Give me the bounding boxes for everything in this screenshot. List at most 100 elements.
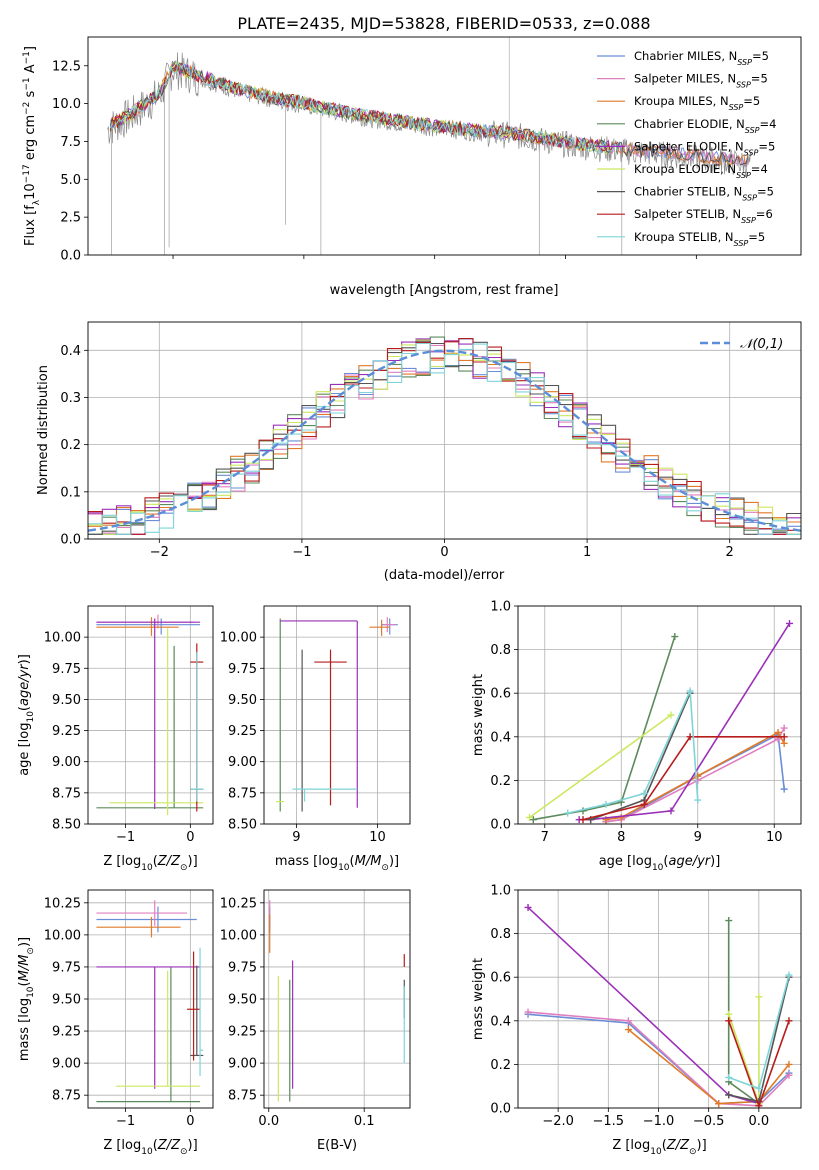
y-tick-label: 8.75: [52, 1089, 81, 1104]
spectrum-plot-area: [107, 37, 752, 255]
series-point: [667, 807, 675, 815]
y-axis-label: mass weight: [471, 958, 486, 1040]
y-tick-label: 9.75: [52, 662, 81, 677]
series-point: [524, 1008, 532, 1016]
y-tick-label: 9.25: [52, 1025, 81, 1040]
series-point: [564, 809, 572, 817]
x-tick-label: 0: [440, 545, 448, 560]
series-point: [579, 816, 587, 824]
series-point: [715, 1100, 723, 1108]
series-point: [755, 1102, 763, 1108]
y-tick-label: 0.2: [60, 438, 81, 453]
y-tick-label: 10.0: [52, 97, 81, 112]
series-point: [780, 785, 788, 793]
series-point: [617, 813, 625, 821]
legend-label: Kroupa MILES, NSSP=5: [634, 94, 760, 112]
y-tick-label: 8.75: [228, 1089, 257, 1104]
y-axis-label: age [log10(age/yr)]: [17, 654, 36, 776]
x-tick-label: −1.5: [593, 1114, 625, 1129]
series-line: [567, 690, 699, 814]
y-axis-label: mass weight: [471, 674, 486, 756]
weight-vs-age-grid: [518, 605, 801, 825]
x-tick-label: 7: [541, 830, 549, 845]
y-axis-label: Flux [fλ10−17 erg cm−2 s−1 A−1]: [22, 46, 42, 246]
x-axis-label: wavelength [Angstrom, rest frame]: [330, 283, 559, 298]
figure-title: PLATE=2435, MJD=53828, FIBERID=0533, z=0…: [237, 14, 650, 33]
y-tick-label: 9.25: [52, 724, 81, 739]
y-tick-label: 10.25: [220, 896, 257, 911]
histogram-step: [88, 338, 801, 535]
x-tick-label: 8: [617, 830, 625, 845]
y-tick-label: 0.0: [490, 818, 511, 833]
x-axis-label: Z [log10(Z/Z⊙)]: [612, 1138, 706, 1157]
series-point: [755, 1084, 763, 1092]
series-point: [624, 1017, 632, 1025]
y-tick-label: 2.5: [60, 211, 81, 226]
age-vs-mass-grid: [264, 606, 410, 825]
series-line: [627, 1028, 790, 1105]
model-spectrum-line: [109, 61, 619, 154]
legend-label: 𝒩(0,1): [740, 337, 783, 352]
series-point: [529, 816, 537, 824]
histogram-step: [88, 339, 801, 535]
x-axis-label: E(B-V): [317, 1138, 357, 1153]
series-point: [774, 728, 782, 736]
series-line: [529, 714, 672, 819]
legend-label: Chabrier MILES, NSSP=5: [634, 49, 769, 67]
hist-frame: [87, 321, 802, 540]
weight-vs-z-axes: −2.0 −1.5 −1.0 −0.5 0.0 0.0 0.2 0.4 0.6 0.8 1.0 Z […: [471, 884, 802, 1157]
series-point: [785, 1060, 793, 1068]
x-tick-label: −1: [116, 1114, 135, 1129]
y-tick-label: 7.5: [60, 135, 81, 150]
series-point: [725, 1091, 733, 1099]
series-point: [780, 733, 788, 741]
y-tick-label: 0.1: [60, 485, 81, 500]
legend-label: Salpeter STELIB, NSSP=6: [634, 207, 773, 225]
spectrum-axes: 0.0 2.5 5.0 7.5 10.0 12.5 Chabrier MILES, NSSP…: [22, 36, 802, 298]
legend-label: Salpeter ELODIE, NSSP=5: [634, 139, 775, 157]
y-tick-label: 0.2: [490, 1058, 511, 1073]
series-line: [527, 906, 760, 1105]
series-point: [686, 687, 694, 695]
series-point: [786, 619, 794, 627]
hist-plot-area: [88, 336, 801, 535]
series-point: [785, 1017, 793, 1025]
weight-vs-z-frame: [517, 889, 802, 1109]
series-point: [780, 724, 788, 732]
x-axis-label: mass [log10(M/M⊙)]: [275, 854, 399, 873]
x-axis-label: (data-model)/error: [384, 568, 505, 583]
series-line: [533, 636, 676, 821]
y-tick-label: 9.75: [52, 960, 81, 975]
y-tick-label: 10.25: [44, 896, 81, 911]
mass-vs-z-plot-area: [96, 900, 204, 1103]
hist-axes: −2 −1 0 1 2 0.0 0.1 0.2 0.3 0.4 𝒩(0,1) (data-model)…: [36, 321, 802, 583]
x-tick-label: 0.0: [749, 1114, 770, 1129]
series-point: [640, 800, 648, 808]
histogram-step: [88, 342, 801, 535]
y-tick-label: 10.00: [220, 928, 257, 943]
age-vs-mass-plot-area: [276, 617, 398, 812]
y-tick-label: 9.25: [228, 724, 257, 739]
series-point: [785, 971, 793, 979]
y-tick-label: 0.0: [490, 1102, 511, 1117]
mass-vs-z-grid: [88, 890, 213, 1108]
y-tick-label: 1.0: [490, 884, 511, 899]
y-tick-label: 10.00: [220, 631, 257, 646]
legend-label: Kroupa ELODIE, NSSP=4: [634, 162, 768, 180]
age-vs-z-grid: [88, 606, 213, 825]
series-point: [725, 1073, 733, 1081]
y-tick-label: 10.00: [44, 928, 81, 943]
age-vs-z-plot-area: [96, 614, 204, 816]
y-tick-label: 10.00: [44, 631, 81, 646]
x-tick-label: 0: [186, 830, 194, 845]
mass-vs-z-frame: [87, 889, 214, 1109]
y-axis-label: Normed distribution: [36, 365, 51, 495]
y-tick-label: 0.3: [60, 391, 81, 406]
y-tick-label: 9.00: [228, 1057, 257, 1072]
y-tick-label: 8.50: [52, 818, 81, 833]
y-tick-label: 0.6: [490, 687, 511, 702]
mass-vs-ebv-frame: [263, 889, 411, 1109]
series-point: [671, 633, 679, 641]
series-point: [725, 1017, 733, 1025]
